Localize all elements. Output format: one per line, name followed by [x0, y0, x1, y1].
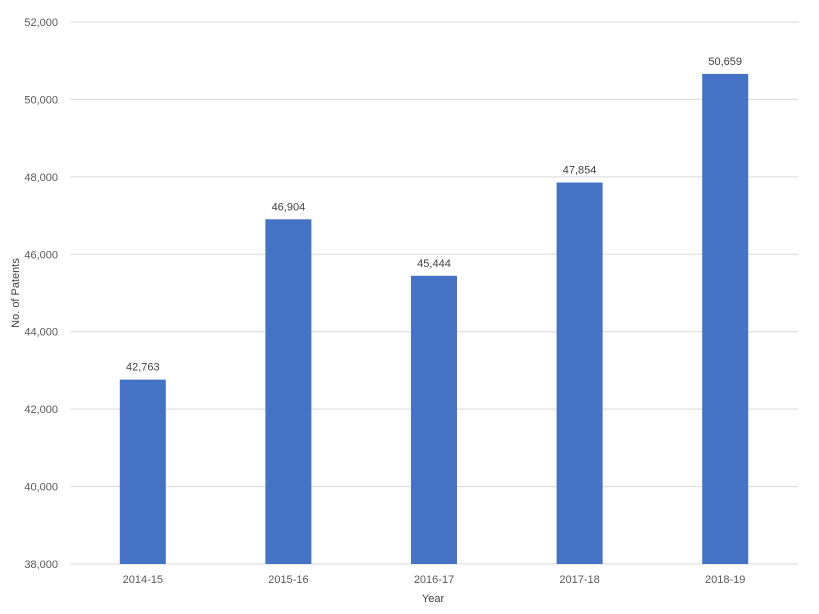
- x-tick-label: 2014-15: [123, 574, 163, 586]
- y-tick-label: 46,000: [24, 249, 58, 261]
- bar-2018-19: [702, 73, 749, 564]
- y-axis-ticks: 38,000 40,000 42,000 44,000 46,000 48,000 50,0…: [24, 17, 58, 571]
- y-axis-title: No. of Patents: [10, 258, 22, 328]
- data-label-2014-15: 42,763: [126, 362, 160, 374]
- x-tick-label: 2015-16: [268, 574, 308, 586]
- y-tick-label: 48,000: [24, 172, 58, 184]
- data-label-2015-16: 46,904: [272, 201, 306, 213]
- bar-2015-16: [265, 219, 312, 564]
- data-label-2017-18: 47,854: [563, 165, 597, 177]
- y-tick-label: 38,000: [24, 559, 58, 571]
- x-tick-label: 2016-17: [414, 574, 454, 586]
- x-tick-label: 2018-19: [705, 574, 745, 586]
- bar-2017-18: [556, 182, 603, 564]
- data-label-2016-17: 45,444: [417, 258, 451, 270]
- y-tick-label: 42,000: [24, 404, 58, 416]
- y-tick-label: 52,000: [24, 17, 58, 29]
- bar-2014-15: [119, 379, 166, 564]
- bar-2016-17: [411, 275, 457, 564]
- y-tick-label: 50,000: [24, 94, 58, 106]
- x-axis-ticks: 2014-15 2015-16 2016-17 2017-18 2018-19: [123, 574, 746, 586]
- bars: [119, 73, 749, 564]
- data-labels: 42,763 46,904 45,444 47,854 50,659: [126, 56, 742, 374]
- x-axis-title: Year: [422, 593, 445, 605]
- x-tick-label: 2017-18: [559, 574, 599, 586]
- y-tick-label: 40,000: [24, 482, 58, 494]
- y-tick-label: 44,000: [24, 327, 58, 339]
- data-label-2018-19: 50,659: [708, 56, 742, 68]
